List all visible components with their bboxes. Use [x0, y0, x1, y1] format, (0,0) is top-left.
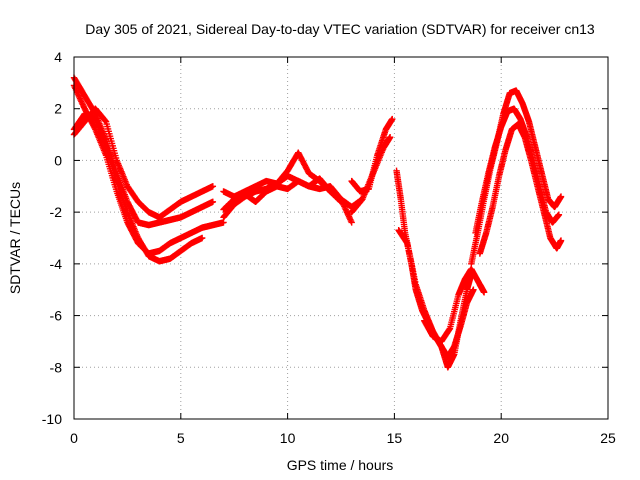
y-tick-label: -4 — [50, 256, 63, 272]
data-points — [70, 74, 565, 371]
chart-title: Day 305 of 2021, Sidereal Day-to-day VTE… — [85, 21, 595, 37]
series-track-4 — [70, 105, 217, 221]
y-tick-label: 2 — [54, 101, 62, 117]
series-track-7 — [220, 175, 345, 213]
x-tick-label: 5 — [177, 430, 185, 446]
x-tick-label: 15 — [387, 430, 403, 446]
data-point-marker — [555, 211, 563, 218]
y-tick-label: -8 — [50, 359, 63, 375]
data-point-marker — [470, 286, 477, 293]
series-track-3 — [70, 110, 206, 265]
data-point-marker — [209, 183, 217, 190]
y-tick-label: -10 — [42, 411, 62, 427]
data-point-marker — [389, 115, 396, 123]
x-tick-label: 25 — [600, 430, 616, 446]
plot-frame — [73, 56, 609, 420]
x-tick-label: 10 — [280, 430, 296, 446]
series-track-15 — [476, 121, 565, 257]
data-point-marker — [386, 133, 394, 141]
series-track-12 — [421, 265, 488, 345]
data-point-marker — [209, 198, 217, 205]
y-tick-label: -6 — [50, 308, 63, 324]
data-point-marker — [480, 289, 488, 296]
y-tick-label: 4 — [54, 49, 62, 65]
x-tick-label: 20 — [493, 430, 509, 446]
y-tick-label: 0 — [54, 152, 62, 168]
data-point-marker — [557, 193, 565, 200]
series-track-9 — [348, 133, 394, 216]
data-point-marker — [348, 219, 355, 226]
y-axis-label: SDTVAR / TECUs — [7, 182, 23, 294]
data-point-marker — [337, 198, 345, 205]
axis-ticks — [73, 56, 609, 420]
x-axis-label: GPS time / hours — [287, 457, 394, 473]
data-point-marker — [557, 237, 565, 244]
x-tick-label: 0 — [70, 430, 78, 446]
y-tick-label: -2 — [50, 204, 63, 220]
data-point-marker — [198, 234, 206, 242]
